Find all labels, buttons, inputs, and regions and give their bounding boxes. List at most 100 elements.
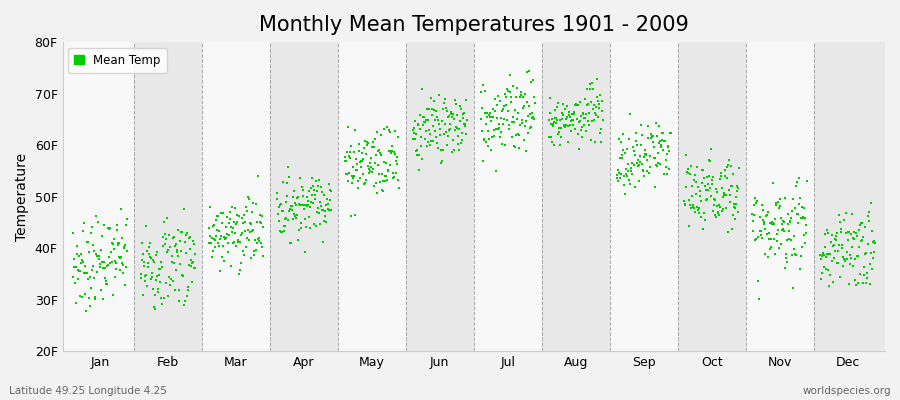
Point (649, 162, 663, 168)
Point (274, 229, 289, 235)
Point (186, 241, 201, 247)
Point (758, 250, 772, 257)
Bar (202, 42, 270, 351)
Point (178, 239, 193, 246)
Point (429, 134, 444, 140)
Point (298, 248, 312, 255)
Point (389, 170, 403, 176)
Point (185, 238, 200, 245)
Point (621, 136, 635, 142)
Point (762, 245, 777, 252)
Point (299, 224, 313, 230)
Point (774, 240, 788, 247)
Point (282, 208, 296, 214)
Point (244, 221, 258, 228)
Point (231, 236, 246, 243)
Point (685, 202, 699, 208)
Point (357, 144, 372, 151)
Point (460, 117, 474, 123)
Point (680, 166, 695, 172)
Point (220, 214, 235, 220)
Point (449, 124, 464, 130)
Point (661, 171, 675, 178)
Point (430, 144, 445, 151)
Point (764, 235, 778, 242)
Point (851, 253, 866, 260)
Point (781, 220, 796, 227)
Point (814, 252, 828, 258)
Point (270, 196, 284, 202)
Point (842, 280, 856, 287)
Point (103, 226, 117, 232)
Point (174, 261, 188, 267)
Point (631, 163, 645, 170)
Point (562, 114, 577, 121)
Point (843, 261, 858, 268)
Point (271, 211, 285, 218)
Point (518, 137, 532, 143)
Point (302, 198, 316, 204)
Point (698, 197, 713, 204)
Point (236, 248, 250, 254)
Point (347, 127, 362, 134)
Point (786, 196, 800, 202)
Point (596, 117, 610, 124)
Point (626, 143, 640, 150)
Point (374, 150, 388, 156)
Point (759, 213, 773, 219)
Point (82, 249, 96, 256)
Point (344, 143, 358, 150)
Point (150, 273, 165, 279)
Point (141, 244, 156, 251)
Point (583, 81, 598, 87)
Point (489, 168, 503, 174)
Point (521, 130, 535, 136)
Point (482, 112, 496, 118)
Point (157, 219, 171, 226)
Point (166, 260, 181, 266)
Point (101, 225, 115, 232)
Point (624, 164, 638, 171)
Point (510, 110, 525, 117)
Point (713, 175, 727, 182)
Point (287, 211, 302, 217)
Point (623, 111, 637, 118)
Point (586, 106, 600, 112)
Point (631, 157, 645, 164)
Point (290, 212, 304, 218)
Point (819, 266, 833, 272)
Point (148, 292, 162, 298)
Point (698, 216, 712, 223)
Point (505, 119, 519, 125)
Point (692, 204, 706, 211)
Point (567, 110, 581, 117)
Point (638, 151, 652, 158)
Point (381, 167, 395, 174)
Bar (814, 42, 882, 351)
Point (623, 181, 637, 187)
Point (102, 262, 116, 268)
Point (526, 77, 541, 83)
Point (231, 270, 246, 277)
Point (158, 241, 172, 247)
Point (784, 237, 798, 243)
Point (753, 228, 768, 234)
Point (751, 278, 765, 284)
Point (796, 232, 811, 238)
Point (861, 240, 876, 247)
Point (822, 267, 836, 274)
Point (218, 235, 232, 242)
Point (579, 128, 593, 135)
Bar (678, 42, 746, 351)
Point (790, 211, 805, 217)
Point (204, 254, 219, 260)
Point (180, 230, 194, 236)
Point (91, 253, 105, 260)
Point (289, 202, 303, 208)
Point (135, 240, 149, 246)
Point (110, 222, 124, 229)
Point (550, 117, 564, 124)
Point (410, 152, 424, 159)
Point (784, 215, 798, 221)
Point (581, 122, 596, 128)
